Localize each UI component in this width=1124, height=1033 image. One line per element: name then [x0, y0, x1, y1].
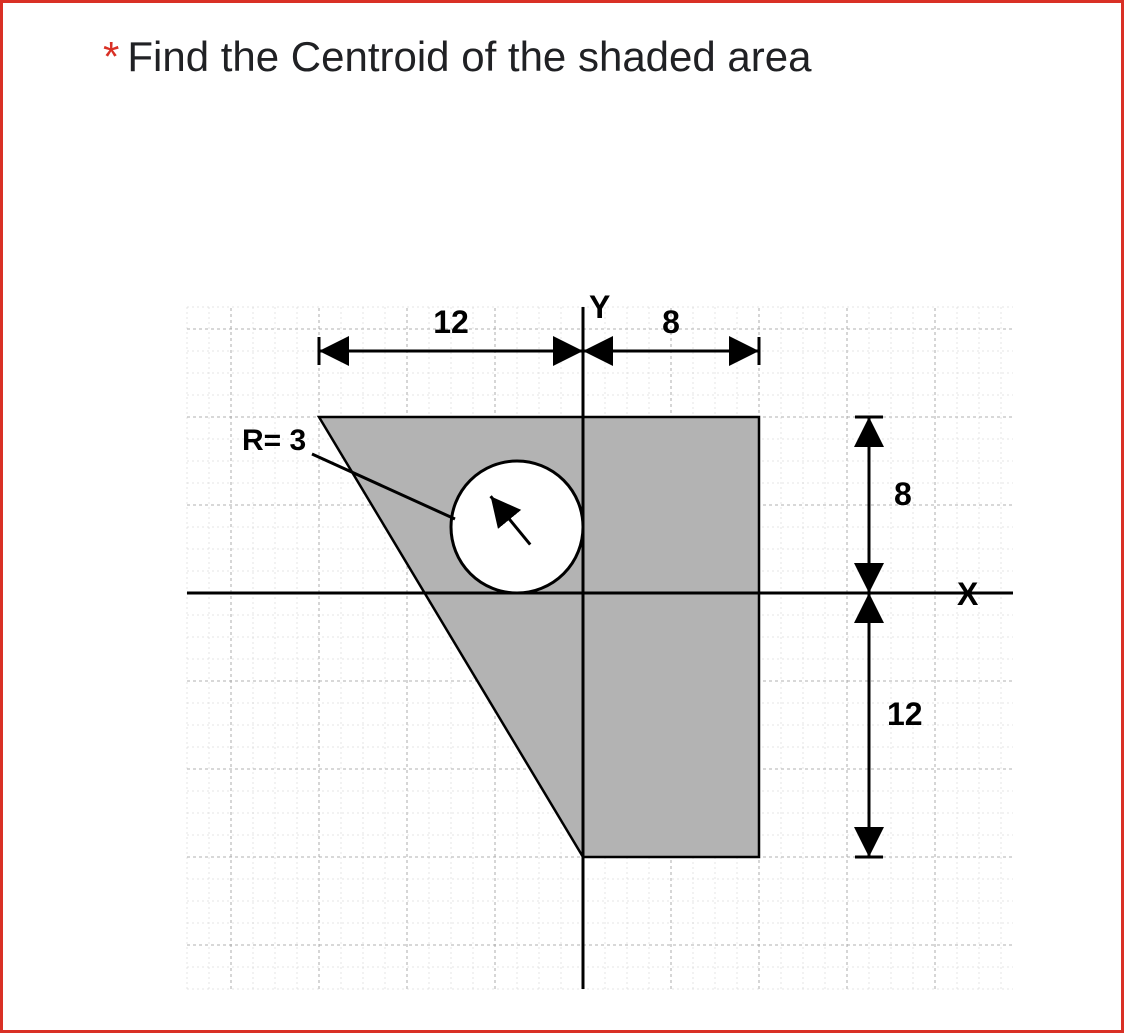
svg-text:8: 8 — [662, 304, 680, 340]
required-asterisk: * — [103, 33, 119, 80]
svg-text:12: 12 — [433, 304, 469, 340]
diagram: 12 8 8 12 R= 3 X Y — [113, 163, 1013, 1003]
svg-text:X: X — [957, 576, 979, 612]
title-text: Find the Centroid of the shaded area — [127, 33, 811, 80]
question-title: *Find the Centroid of the shaded area — [103, 33, 811, 81]
card-container: *Find the Centroid of the shaded area — [0, 0, 1124, 1033]
diagram-svg: 12 8 8 12 R= 3 X Y — [113, 163, 1013, 1003]
svg-text:Y: Y — [589, 289, 610, 325]
svg-text:12: 12 — [887, 696, 923, 732]
svg-text:R= 3: R= 3 — [242, 424, 306, 457]
svg-text:8: 8 — [894, 476, 912, 512]
